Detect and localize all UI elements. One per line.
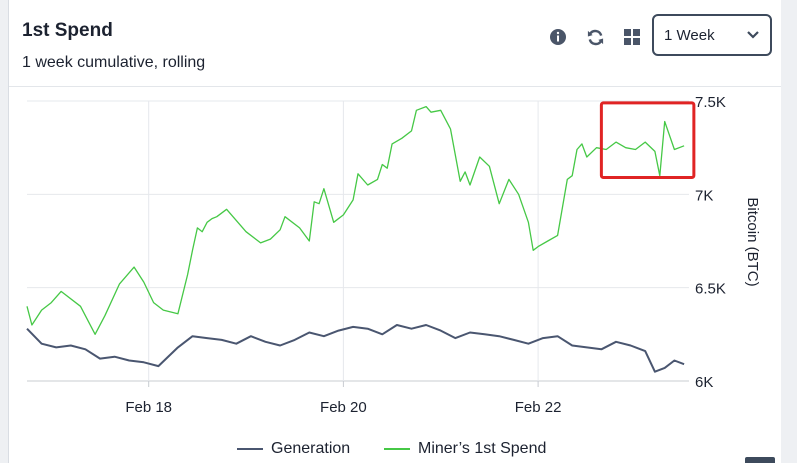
info-icon[interactable] xyxy=(547,26,569,48)
chart-grid xyxy=(27,100,689,387)
card-header: 1st Spend 1 week cumulative, rolling 1 W… xyxy=(9,0,781,87)
card-subtitle: 1 week cumulative, rolling xyxy=(22,54,206,71)
chart-series xyxy=(26,105,685,373)
y-tick-label: 7.5K xyxy=(695,94,726,111)
y-tick-label: 6.5K xyxy=(695,281,726,298)
card-title: 1st Spend xyxy=(22,20,113,41)
chart-annotations xyxy=(599,101,696,180)
series-generation-line xyxy=(26,324,685,373)
series-first-spend-line xyxy=(26,105,685,335)
legend-swatch-generation xyxy=(237,448,263,450)
chevron-down-icon xyxy=(747,31,759,39)
x-tick-label: Feb 18 xyxy=(125,399,172,416)
y-axis-label: Bitcoin (BTC) xyxy=(744,197,761,286)
legend-swatch-first-spend xyxy=(384,448,410,450)
legend-item-first-spend[interactable]: Miner’s 1st Spend xyxy=(384,440,546,458)
y-tick-label: 6K xyxy=(695,374,713,391)
grid-icon[interactable] xyxy=(621,26,643,48)
refresh-icon[interactable] xyxy=(584,26,606,48)
legend-label-generation: Generation xyxy=(271,440,351,457)
y-axis: 7.5K 7K 6.5K 6K xyxy=(695,94,726,391)
chart-legend: Generation Miner’s 1st Spend xyxy=(9,440,781,462)
x-axis: Feb 18 Feb 20 Feb 22 xyxy=(125,399,561,416)
line-chart: 7.5K 7K 6.5K 6K Feb 18 Feb 20 Feb 22 Bitcoin … xyxy=(26,94,761,416)
legend-label-first-spend: Miner’s 1st Spend xyxy=(418,440,547,457)
chart-card: 1st Spend 1 week cumulative, rolling 1 W… xyxy=(8,0,781,463)
period-select-value: 1 Week xyxy=(664,26,715,44)
x-tick-label: Feb 22 xyxy=(515,399,562,416)
period-select[interactable]: 1 Week xyxy=(652,14,772,56)
scroll-corner xyxy=(745,457,775,463)
highlight-box xyxy=(599,101,696,180)
x-tick-label: Feb 20 xyxy=(320,399,367,416)
y-tick-label: 7K xyxy=(695,187,713,204)
legend-item-generation[interactable]: Generation xyxy=(237,440,350,458)
